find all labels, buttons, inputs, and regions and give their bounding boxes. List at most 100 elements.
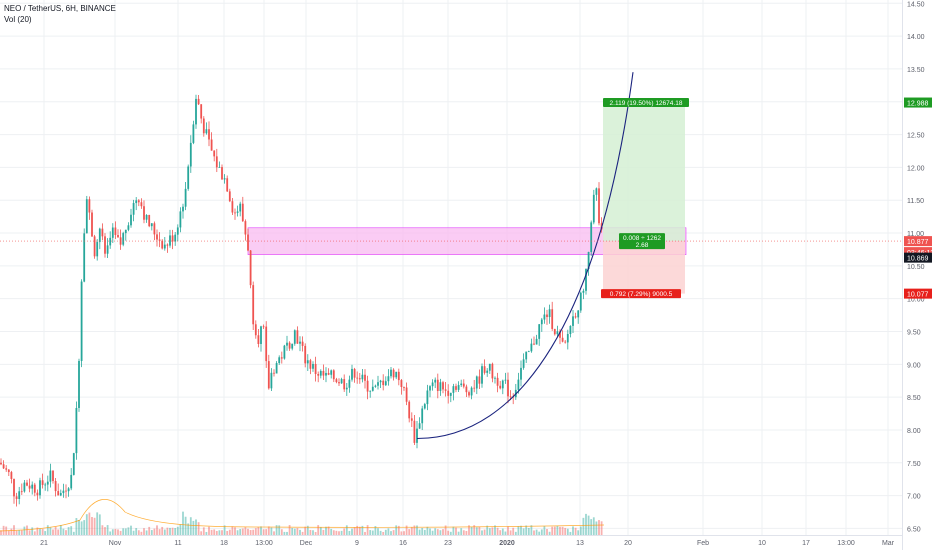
candle-body — [257, 335, 260, 344]
candle-body — [543, 314, 546, 320]
volume-bar — [114, 528, 117, 535]
volume-bar — [572, 526, 574, 535]
volume-bar — [387, 528, 390, 535]
volume-bar — [163, 529, 166, 535]
volume-bar — [143, 528, 145, 535]
volume-bar — [197, 522, 200, 535]
candle-body — [306, 360, 309, 364]
candle-body — [361, 374, 364, 380]
candle-body — [239, 203, 242, 212]
volume-bar — [533, 530, 535, 535]
time-tick-label: 17 — [802, 540, 810, 547]
volume-bar — [507, 526, 509, 535]
volume-bar — [176, 526, 179, 535]
volume-bar — [579, 526, 582, 535]
volume-bar — [28, 530, 31, 535]
volume-bar — [390, 531, 392, 535]
entry-label-bg — [619, 233, 665, 250]
volume-bar — [442, 529, 444, 535]
volume-bar — [104, 527, 106, 535]
candle-body — [135, 200, 138, 204]
volume-bar — [366, 525, 369, 535]
candle-body — [574, 316, 577, 318]
candle-body — [163, 244, 166, 249]
candle-body — [75, 407, 78, 454]
volume-bar — [348, 530, 351, 535]
volume-bar — [262, 529, 265, 535]
candle-body — [449, 392, 452, 396]
price-tick-label: 8.00 — [907, 428, 921, 435]
volume-bar — [416, 525, 418, 535]
volume-bar — [67, 527, 70, 535]
volume-bar — [540, 529, 543, 535]
volume-bar — [585, 513, 587, 535]
volume-bar — [83, 520, 86, 535]
entry-label-text-2: 2.68 — [636, 242, 649, 249]
time-axis[interactable]: 21 Nov 11 18 13:00 Dec 9 16 23 2020 13 20 Feb 10 17 13:… — [0, 535, 902, 550]
time-tick-label: Dec — [300, 540, 313, 547]
candle-body — [312, 363, 314, 369]
candle-body — [525, 351, 528, 360]
volume-bar — [494, 525, 496, 535]
candle-body — [158, 239, 161, 241]
candle-body — [572, 316, 574, 326]
volume-bar — [10, 528, 13, 535]
price-tick-label: 6.50 — [907, 526, 921, 533]
candle-body — [358, 378, 361, 380]
volume-bar — [286, 531, 288, 535]
volume-bar — [582, 517, 585, 535]
candle-body — [579, 292, 582, 311]
volume-bar — [18, 530, 21, 535]
volume-bar — [49, 527, 52, 535]
volume-bar — [148, 526, 151, 535]
price-tick-label: 12.50 — [907, 133, 925, 140]
candle-body — [434, 379, 437, 383]
volume-bar — [41, 528, 44, 535]
candle-body — [491, 363, 494, 379]
candle-body — [273, 372, 275, 374]
volume-bar — [247, 528, 249, 535]
candle-body — [468, 392, 470, 396]
volume-bar — [234, 527, 236, 535]
volume-bar — [460, 528, 463, 535]
volume-bar — [517, 526, 520, 535]
volume-bar — [275, 525, 278, 535]
volume-bar — [208, 526, 210, 535]
price-tick-label: 11.00 — [907, 231, 924, 238]
volume-bar — [270, 527, 273, 535]
volume-bar — [39, 528, 41, 535]
volume-bar — [174, 528, 177, 535]
volume-bar — [62, 528, 65, 535]
volume-bar — [283, 531, 286, 535]
volume-bar — [426, 526, 429, 535]
candle-body — [122, 233, 125, 245]
candle-body — [293, 330, 296, 344]
candle-body — [319, 370, 322, 376]
candle-body — [405, 387, 408, 402]
candle-body — [31, 484, 34, 489]
candle-body — [140, 202, 143, 207]
volume-bar — [431, 530, 434, 535]
time-tick-label: Nov — [109, 540, 122, 547]
volume-bar — [200, 531, 203, 535]
candle-body — [494, 377, 496, 379]
candle-body — [213, 150, 216, 157]
candle-body — [366, 380, 369, 392]
volume-bar — [280, 529, 283, 535]
candle-body — [52, 470, 54, 482]
price-axis[interactable]: 6.50 7.00 7.50 8.00 8.50 9.00 9.50 10.00 10.50 11… — [902, 0, 932, 550]
candle-body — [153, 223, 156, 235]
time-tick-label: 23 — [444, 540, 452, 547]
volume-bar — [122, 528, 125, 535]
price-tick-label: 12.00 — [907, 165, 925, 172]
candle-body — [395, 371, 398, 378]
volume-bar — [556, 525, 559, 535]
price-tick-label: 8.50 — [907, 395, 921, 402]
volume-bar — [267, 526, 270, 535]
volume-indicator-label[interactable]: Vol (20) — [4, 15, 32, 24]
volume-bar — [291, 528, 294, 535]
candle-body — [374, 385, 377, 387]
candle-body — [247, 234, 249, 251]
